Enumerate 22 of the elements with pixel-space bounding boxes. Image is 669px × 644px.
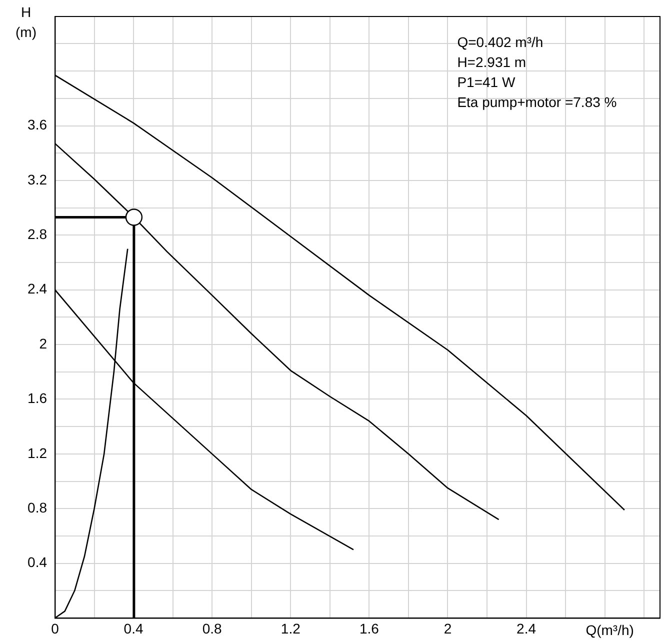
annotation: P1=41 W — [457, 74, 516, 90]
x-tick-label: 0 — [51, 620, 60, 636]
y-tick-label: 1.6 — [28, 390, 48, 406]
y-tick-label: 2.8 — [28, 226, 48, 242]
x-tick-label: 1.2 — [280, 620, 301, 636]
annotation: Eta pump+motor =7.83 % — [457, 94, 617, 110]
y-axis-title: H (m) — [16, 4, 36, 40]
y-tick-label: 1.2 — [28, 444, 48, 461]
x-tick-label: 1.6 — [359, 620, 380, 636]
y-tick-label: 2 — [39, 335, 48, 352]
y-tick-label: 3.6 — [28, 116, 48, 133]
x-tick-label: 2.4 — [516, 620, 536, 636]
x-axis-title: Q(m³/h) — [586, 622, 634, 638]
y-tick-label: 3.2 — [28, 171, 48, 188]
x-tick-label: 0.4 — [124, 620, 144, 636]
annotation: H=2.931 m — [457, 54, 526, 70]
annotation: Q=0.402 m³/h — [457, 34, 544, 50]
y-tick-label: 0.4 — [28, 554, 48, 570]
x-tick-label: 2 — [444, 620, 452, 636]
y-tick-label: 2.4 — [28, 280, 48, 297]
x-tick-label: 0.8 — [202, 620, 222, 636]
y-tick-label: 0.8 — [28, 499, 48, 516]
